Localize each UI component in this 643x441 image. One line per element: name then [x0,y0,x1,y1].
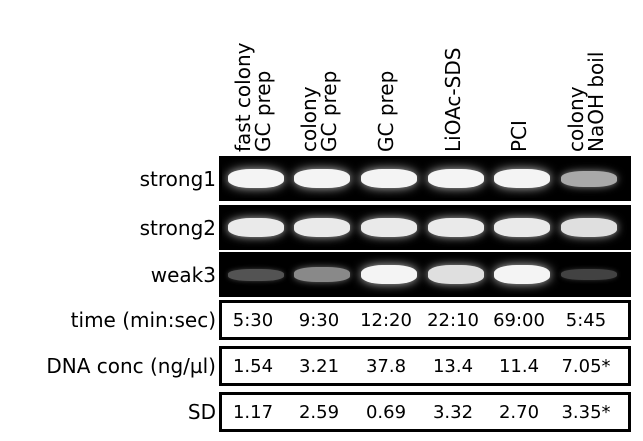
data-cell: 12:20 [360,309,412,331]
gel-band [494,264,550,285]
column-label-line: PCI [507,120,531,152]
gel-band [561,170,617,187]
data-cell: 2.59 [298,401,340,423]
data-cell: 3.32 [432,401,474,423]
column-label-line: GC prep [251,70,275,152]
data-cell: 2.70 [498,401,540,423]
column-header: GC prep [357,0,415,168]
column-header: PCI [490,0,548,168]
gel-band [428,265,484,284]
gel-band [428,218,484,237]
gel-band [294,168,350,189]
column-header: LiOAc-SDS [424,0,482,168]
gel-band [228,268,284,281]
gel-row-label: strong2 [139,215,216,240]
data-cell: 69:00 [493,309,545,331]
column-label-line: GC prep [317,70,341,152]
data-cell: 1.54 [232,355,274,377]
gel-band [494,168,550,189]
gel-band [428,168,484,189]
data-cell: 22:10 [427,309,479,331]
gel-band [228,218,284,237]
gel-image-strip [219,205,631,250]
data-cell: 7.05* [561,355,611,377]
data-cell: 3.21 [298,355,340,377]
data-cell: 1.17 [232,401,274,423]
gel-band [561,218,617,237]
column-label: fast colony GC prep [231,42,275,152]
data-cell: 13.4 [432,355,474,377]
gel-band [361,218,417,237]
data-cell: 11.4 [498,355,540,377]
data-cell: 37.8 [365,355,407,377]
data-cell: 3.35* [561,401,611,423]
gel-band [294,218,350,237]
column-label-line: fast colony [231,42,255,152]
column-label: colony GC prep [297,70,341,152]
column-header: fast colony GC prep [224,0,282,168]
gel-band [561,268,617,281]
data-cell: 5:30 [232,309,274,331]
gel-band [361,168,417,189]
gel-image-strip [219,156,631,201]
column-label: colony NaOH boil [564,51,608,152]
gel-row-label: strong1 [139,166,216,191]
data-row-box: 1.54 3.21 37.8 13.4 11.4 7.05* [219,346,631,386]
data-row-label: time (min:sec) [70,308,216,332]
column-label: LiOAc-SDS [441,47,465,152]
data-cell: 5:45 [565,309,607,331]
column-label-line: GC prep [374,70,398,152]
gel-image-strip [219,252,631,297]
column-header: colony NaOH boil [557,0,615,168]
column-header: colony GC prep [290,0,348,168]
gel-row-label: weak3 [150,262,216,287]
data-row-box: 5:30 9:30 12:20 22:10 69:00 5:45 [219,300,631,340]
gel-band [228,168,284,189]
gel-band [294,267,350,282]
column-label-line: colony [564,86,588,152]
data-row-label: DNA conc (ng/µl) [46,354,216,378]
column-label-line: colony [297,86,321,152]
data-row-box: 1.17 2.59 0.69 3.32 2.70 3.35* [219,392,631,432]
column-label: GC prep [374,70,398,152]
data-row-label: SD [187,400,216,424]
data-cell: 0.69 [365,401,407,423]
column-label: PCI [507,120,531,152]
data-cell: 9:30 [298,309,340,331]
column-label-line: LiOAc-SDS [441,47,465,152]
gel-band [361,264,417,285]
gel-band [494,218,550,237]
column-label-line: NaOH boil [584,51,608,152]
